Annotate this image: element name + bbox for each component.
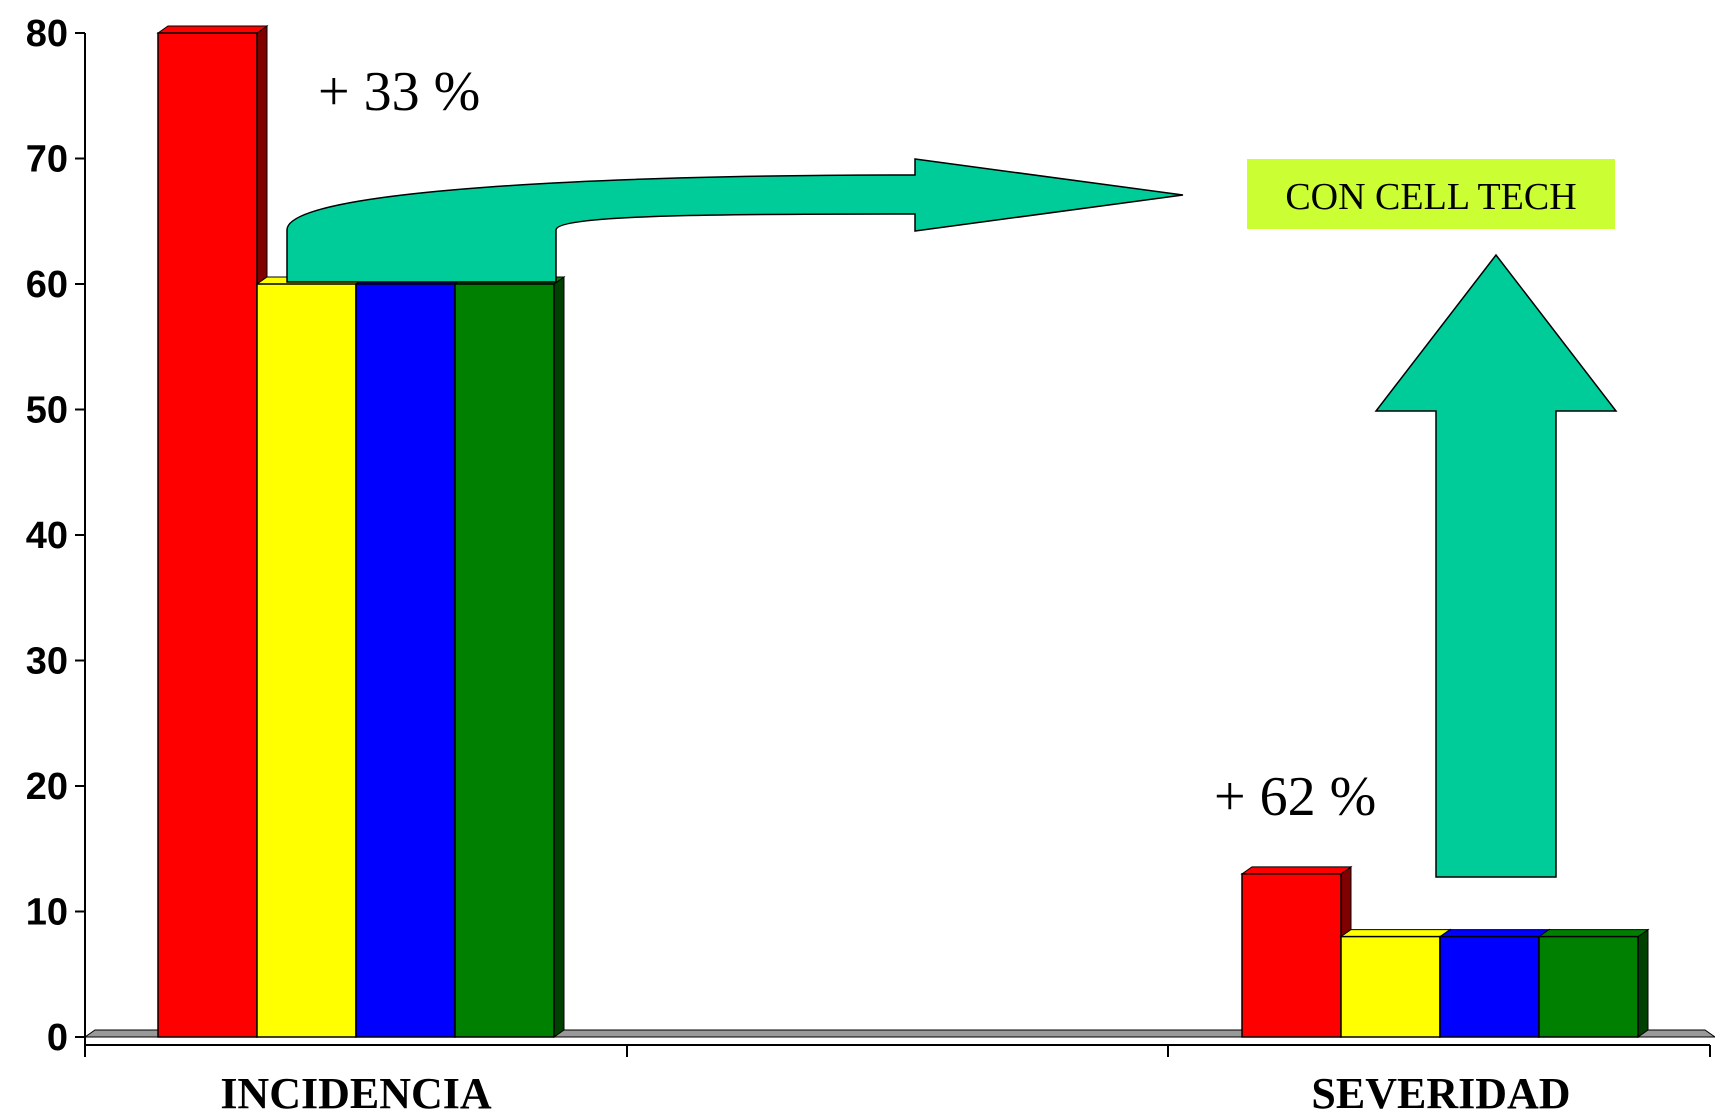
y-tick-label: 30	[26, 641, 68, 683]
y-tick-label: 80	[26, 13, 68, 55]
bars: INCIDENCIA SEVERIDAD	[156, 25, 1650, 1115]
y-tick-label: 10	[26, 892, 68, 934]
bar-side	[553, 276, 565, 1038]
annotation-incidencia: + 33 %	[318, 61, 480, 123]
y-tick-label: 70	[26, 139, 68, 181]
annotation-severidad: + 62 %	[1214, 766, 1376, 828]
callout-label: CON CELL TECH	[1285, 176, 1576, 218]
curved-arrow-icon	[286, 158, 1184, 283]
bar-top	[1240, 866, 1353, 875]
bar-top	[1537, 929, 1650, 938]
bar-side	[1637, 928, 1649, 1038]
bar-incidencia-2	[256, 283, 357, 1038]
up-arrow-icon	[1374, 253, 1618, 878]
y-tick-label: 50	[26, 390, 68, 432]
category-label: INCIDENCIA	[220, 1069, 492, 1115]
callout-box	[1247, 159, 1615, 229]
x-ticks	[84, 1045, 1711, 1057]
bar-severidad-3	[1439, 935, 1540, 1038]
y-tick-label: 60	[26, 264, 68, 306]
y-tick-label: 0	[47, 1017, 68, 1059]
bar-top	[1339, 929, 1452, 938]
y-tick-label: 40	[26, 515, 68, 557]
bar-severidad-1	[1241, 873, 1342, 1038]
bar-top	[156, 25, 269, 34]
bar-top	[1438, 929, 1551, 938]
bar-incidencia-1	[157, 32, 258, 1038]
bar-incidencia-3	[355, 283, 456, 1038]
bar-incidencia-4	[454, 283, 555, 1038]
category-label: SEVERIDAD	[1311, 1069, 1570, 1115]
y-tick-label: 20	[26, 766, 68, 808]
y-ticks: 0 10 20 30 40 50 60 70 80	[26, 13, 85, 1059]
bar-severidad-4	[1538, 935, 1639, 1038]
bar-severidad-2	[1340, 935, 1441, 1038]
